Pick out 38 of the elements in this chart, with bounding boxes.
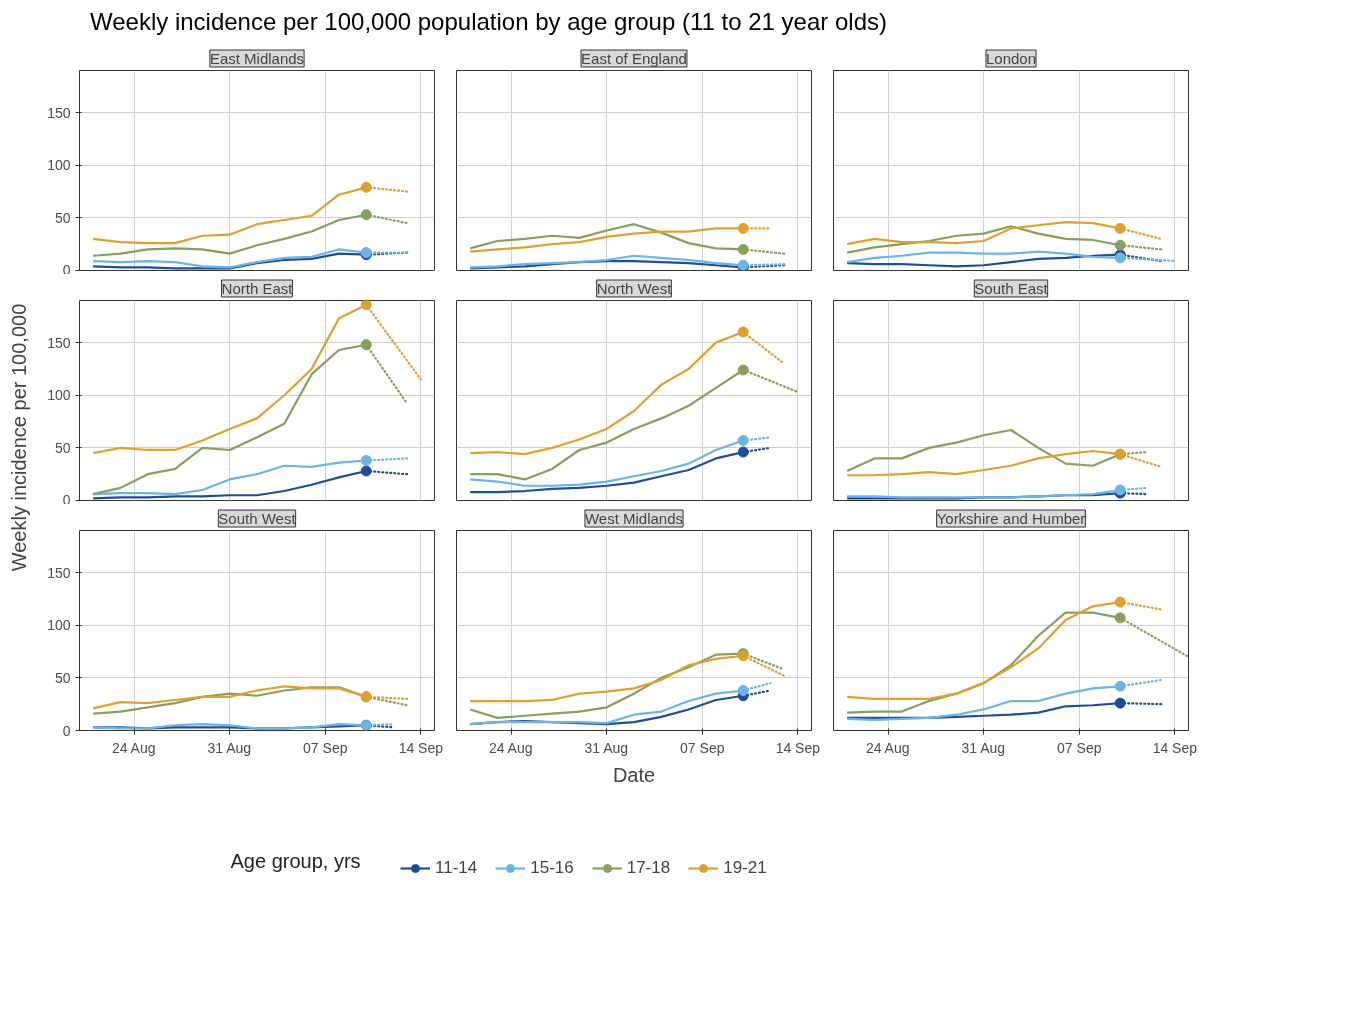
legend-label: 19-21 <box>723 858 767 879</box>
x-tick-label: 31 Aug <box>961 739 1006 756</box>
legend-title: Age group, yrs <box>230 849 361 872</box>
chart-title: East of England <box>581 50 687 68</box>
x-tick-label: 14 Sep <box>775 739 821 756</box>
x-tick-label: 07 Sep <box>680 739 725 756</box>
y-tick-label: 50 <box>54 210 71 227</box>
x-axis-title: Date <box>612 763 656 786</box>
x-tick-label: 31 Aug <box>207 739 252 756</box>
y-tick-label: 100 <box>47 617 71 634</box>
y-tick-label: 100 <box>47 157 71 174</box>
x-tick-label: 14 Sep <box>1152 739 1198 756</box>
x-tick-label: 07 Sep <box>303 739 348 756</box>
chart-title: London <box>985 50 1037 68</box>
chart-title: East Midlands <box>209 50 305 68</box>
text: Weekly incidence per 100,000 population by age group (11 to 21 year olds) <box>90 7 887 37</box>
y-tick-label: 150 <box>47 564 71 581</box>
x-tick-label: 24 Aug <box>111 739 156 756</box>
x-tick-label: 07 Sep <box>1057 739 1102 756</box>
x-tick-label: 24 Aug <box>865 739 910 756</box>
x-tick-label: 31 Aug <box>584 739 629 756</box>
chart-title: North East <box>221 280 294 298</box>
y-tick-label: 50 <box>54 670 71 687</box>
y-tick-label: 100 <box>47 387 71 404</box>
chart-title: Yorkshire and Humber <box>936 510 1086 528</box>
legend-label: 17-18 <box>626 858 671 879</box>
y-axis-title: Weekly incidence per 100,000 <box>7 303 30 572</box>
legend-label: 15-16 <box>530 858 574 879</box>
x-tick-label: 14 Sep <box>398 739 444 756</box>
legend-label: 11-14 <box>435 858 478 879</box>
y-tick-label: 150 <box>47 104 71 121</box>
chart-title: West Midlands <box>584 510 684 528</box>
y-tick-label: 0 <box>62 261 71 278</box>
y-tick-label: 0 <box>62 722 71 739</box>
y-tick-label: 50 <box>54 440 71 457</box>
y-tick-label: 150 <box>47 334 71 351</box>
y-tick-label: 0 <box>62 491 71 508</box>
x-tick-label: 24 Aug <box>488 739 533 756</box>
